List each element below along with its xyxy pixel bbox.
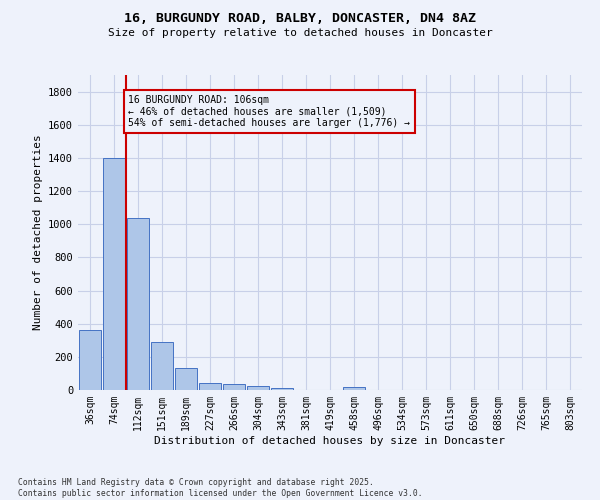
- Text: Contains HM Land Registry data © Crown copyright and database right 2025.
Contai: Contains HM Land Registry data © Crown c…: [18, 478, 422, 498]
- Text: 16, BURGUNDY ROAD, BALBY, DONCASTER, DN4 8AZ: 16, BURGUNDY ROAD, BALBY, DONCASTER, DN4…: [124, 12, 476, 26]
- Bar: [175, 368, 197, 390]
- Y-axis label: Number of detached properties: Number of detached properties: [32, 134, 43, 330]
- Text: 16 BURGUNDY ROAD: 106sqm
← 46% of detached houses are smaller (1,509)
54% of sem: 16 BURGUNDY ROAD: 106sqm ← 46% of detach…: [128, 95, 410, 128]
- Bar: [127, 218, 149, 390]
- X-axis label: Distribution of detached houses by size in Doncaster: Distribution of detached houses by size …: [155, 436, 505, 446]
- Bar: [79, 330, 101, 390]
- Bar: [343, 387, 365, 390]
- Bar: [271, 388, 293, 390]
- Bar: [247, 386, 269, 390]
- Bar: [151, 342, 173, 390]
- Bar: [103, 158, 125, 390]
- Text: Size of property relative to detached houses in Doncaster: Size of property relative to detached ho…: [107, 28, 493, 38]
- Bar: [223, 384, 245, 390]
- Bar: [199, 383, 221, 390]
